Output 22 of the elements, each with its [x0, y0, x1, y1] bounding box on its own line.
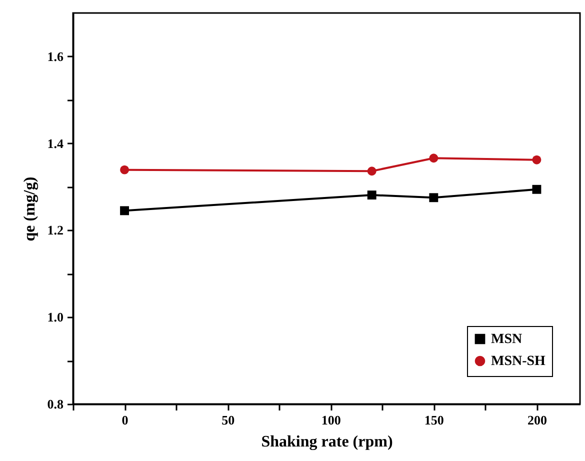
x-tick-label: 100	[321, 412, 341, 428]
point	[367, 166, 376, 176]
point	[429, 193, 438, 202]
x-tick-label: 50	[222, 412, 235, 428]
y-tick-label: 1.4	[47, 136, 64, 151]
y-tick-label: 1.0	[47, 310, 64, 325]
y-axis-title: qe (mg/g)	[21, 176, 38, 242]
x-tick-label: 200	[527, 412, 547, 428]
point	[120, 165, 129, 174]
y-tick-label: 1.2	[47, 222, 64, 238]
point	[429, 154, 438, 163]
point	[367, 190, 376, 200]
legend-label: MSN-SH	[491, 354, 546, 369]
legend-label: MSN	[491, 332, 522, 347]
x-tick-label: 150	[424, 412, 444, 428]
point	[532, 155, 542, 164]
x-tick-label: 0	[122, 412, 128, 428]
x-axis-title: Shaking rate (rpm)	[261, 434, 393, 450]
y-tick-label: 0.8	[47, 396, 64, 412]
point	[120, 206, 129, 216]
point	[532, 184, 542, 194]
y-tick-label: 1.6	[47, 48, 64, 64]
